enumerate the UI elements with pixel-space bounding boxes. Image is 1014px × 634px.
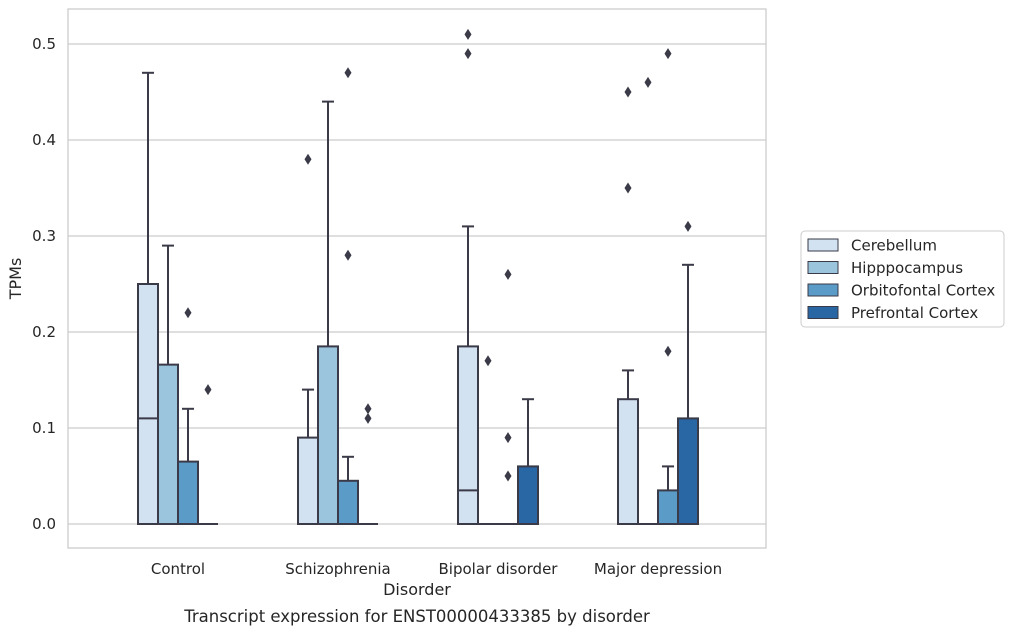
box-layer — [137, 28, 699, 526]
outlier-point — [624, 86, 632, 98]
box-plot — [457, 28, 479, 525]
legend: Cerebellum Hipppocampus Orbitofontal Corte… — [800, 230, 1005, 328]
box-plot — [617, 86, 639, 526]
outlier-point — [664, 345, 672, 357]
legend-frame — [800, 230, 1005, 328]
box — [337, 479, 359, 525]
plot-frame — [67, 8, 767, 549]
box — [657, 489, 679, 525]
box-plot — [677, 220, 699, 525]
y-tick-label: 0.5 — [32, 35, 56, 53]
outlier-point — [364, 412, 372, 424]
outlier-point — [464, 28, 472, 40]
box-plot — [498, 268, 518, 525]
outlier-point — [504, 470, 512, 482]
y-tick-labels: 0.0 0.1 0.2 0.3 0.4 0.5 — [32, 35, 56, 533]
y-tick-label: 0.3 — [32, 227, 56, 245]
box-plot — [657, 48, 679, 525]
box — [317, 345, 339, 525]
outlier-point — [464, 48, 472, 60]
box-plot — [198, 384, 218, 525]
y-tick-label: 0.4 — [32, 131, 56, 149]
outlier-point — [644, 76, 652, 88]
x-tick-label: Bipolar disorder — [439, 560, 559, 578]
box — [677, 417, 699, 525]
outlier-point — [664, 48, 672, 60]
box — [517, 465, 539, 525]
outlier-point — [684, 220, 692, 232]
y-tick-label: 0.2 — [32, 323, 56, 341]
box-plot — [157, 244, 179, 526]
box-plot — [358, 403, 378, 525]
x-axis-label: Disorder — [383, 580, 451, 599]
legend-label: Cerebellum — [851, 237, 937, 255]
outlier-point — [344, 67, 352, 79]
box — [617, 398, 639, 526]
legend-swatch — [807, 306, 839, 319]
legend-label: Hipppocampus — [851, 259, 963, 277]
x-tick-label: Control — [151, 560, 205, 578]
x-tick-label: Schizophrenia — [285, 560, 390, 578]
box-plot — [177, 307, 199, 526]
box-plot — [297, 153, 319, 526]
outlier-point — [184, 307, 192, 319]
chart-caption: Transcript expression for ENST0000043338… — [183, 607, 650, 626]
legend-swatch — [807, 261, 839, 274]
legend-label: Orbitofontal Cortex — [851, 282, 995, 300]
legend-swatch — [807, 238, 839, 252]
box — [297, 436, 319, 526]
box — [137, 283, 159, 525]
box — [157, 363, 179, 526]
outlier-point — [204, 384, 212, 396]
y-tick-label: 0.1 — [32, 419, 56, 437]
outlier-point — [344, 249, 352, 261]
box-plot — [517, 398, 539, 525]
outlier-point — [364, 403, 372, 415]
outlier-point — [484, 355, 492, 367]
box-plot — [337, 67, 359, 525]
y-axis-label: TPMs — [6, 258, 25, 301]
outlier-point — [624, 182, 632, 194]
legend-label: Prefrontal Cortex — [851, 304, 978, 322]
outlier-point — [504, 268, 512, 280]
box-plot — [638, 76, 658, 525]
box-plot — [317, 100, 339, 525]
box — [457, 345, 479, 525]
y-tick-label: 0.0 — [32, 515, 56, 533]
box-plot — [478, 355, 498, 525]
outlier-point — [304, 153, 312, 165]
box — [177, 460, 199, 526]
x-tick-label: Major depression — [594, 560, 722, 578]
outlier-point — [504, 432, 512, 444]
legend-swatch — [807, 283, 839, 297]
x-tick-labels: Control Schizophrenia Bipolar disorder Majo… — [151, 560, 722, 578]
